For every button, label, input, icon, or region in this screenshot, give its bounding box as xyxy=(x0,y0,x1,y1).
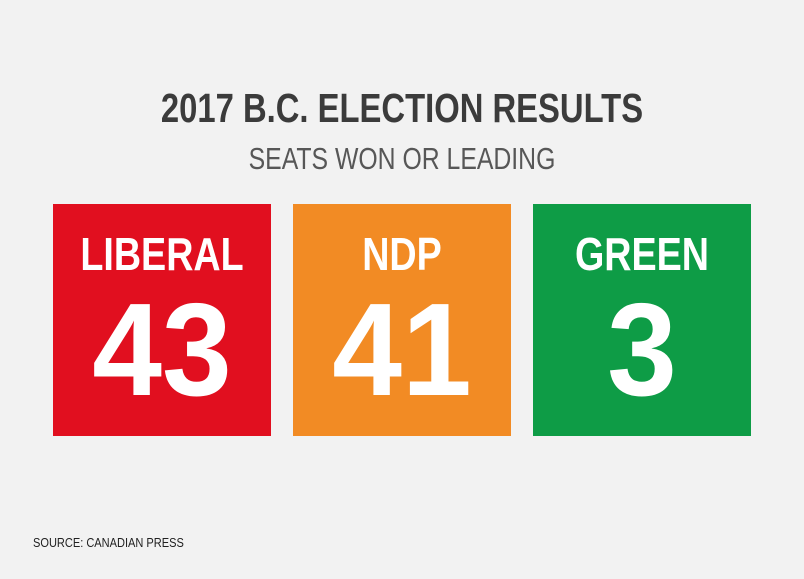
subtitle: SEATS WON OR LEADING xyxy=(249,141,556,175)
source: SOURCE: CANADIAN PRESS xyxy=(33,535,184,550)
card-background xyxy=(533,204,751,436)
card-background xyxy=(53,204,271,436)
title: 2017 B.C. ELECTION RESULTS xyxy=(161,84,643,130)
party-label: GREEN xyxy=(575,228,709,279)
party-label: NDP xyxy=(362,228,442,279)
seat-count: 3 xyxy=(607,276,677,424)
seat-count: 41 xyxy=(332,276,471,424)
party-label: LIBERAL xyxy=(80,228,243,279)
card-background xyxy=(293,204,511,436)
seat-count: 43 xyxy=(92,276,231,424)
